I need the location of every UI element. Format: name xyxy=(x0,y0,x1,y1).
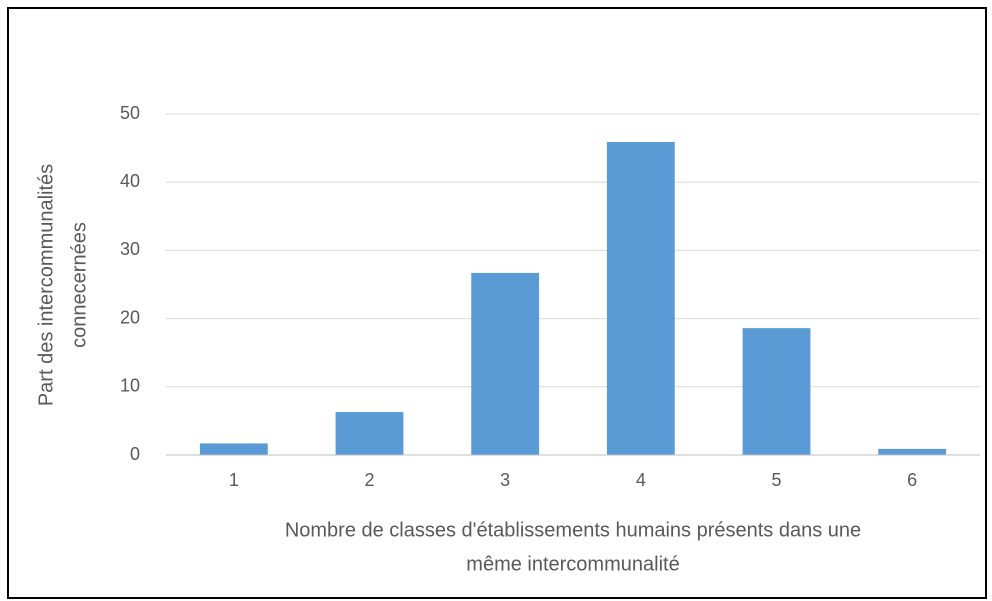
y-tick-label: 30 xyxy=(120,239,140,259)
x-tick-label: 1 xyxy=(229,470,239,490)
bar xyxy=(606,141,675,455)
x-tick-label: 3 xyxy=(500,470,510,490)
x-tick-label: 2 xyxy=(364,470,374,490)
y-tick-label: 40 xyxy=(120,171,140,191)
x-axis-label: même intercommunalité xyxy=(466,553,679,575)
y-tick-label: 10 xyxy=(120,376,140,396)
bar xyxy=(471,272,540,455)
bar xyxy=(742,328,811,455)
bar xyxy=(878,448,947,455)
x-tick-label: 5 xyxy=(771,470,781,490)
x-tick-label: 6 xyxy=(907,470,917,490)
x-tick-label: 4 xyxy=(636,470,646,490)
x-axis-label: Nombre de classes d'établissements humai… xyxy=(285,519,861,541)
y-axis-label: connecernées xyxy=(68,222,90,348)
bar xyxy=(335,412,404,455)
y-tick-label: 20 xyxy=(120,307,140,327)
y-tick-label: 50 xyxy=(120,103,140,123)
y-axis-label: Part des intercommunalités xyxy=(35,164,57,406)
bar xyxy=(199,443,268,455)
y-tick-label: 0 xyxy=(130,444,140,464)
